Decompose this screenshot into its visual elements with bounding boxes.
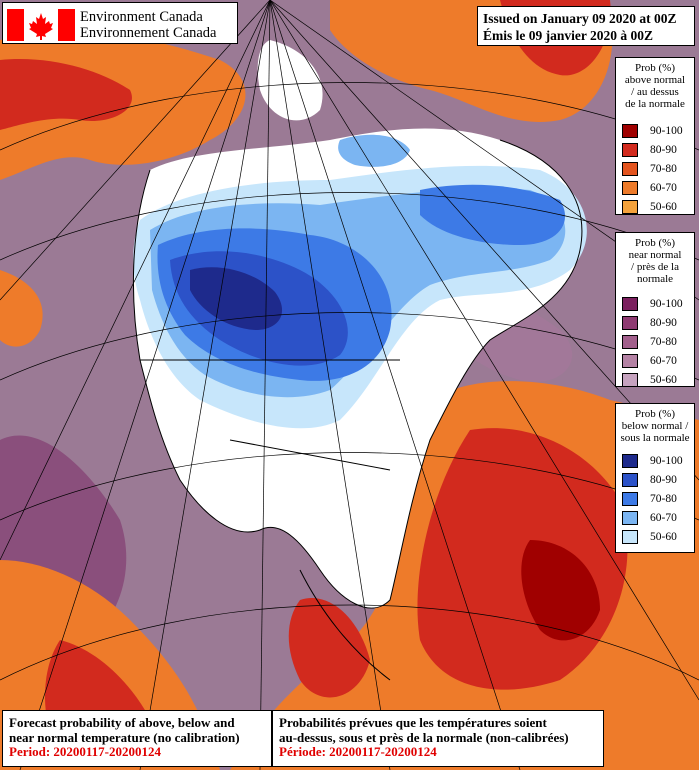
issued-info: Issued on January 09 2020 at 00Z Émis le… — [477, 6, 695, 46]
legend-swatch — [622, 354, 638, 368]
legend-title-line: de la normale — [625, 98, 685, 110]
legend-swatch — [622, 454, 638, 468]
above-normal-caribbean-max — [521, 540, 600, 641]
legend-title-line: / au dessus — [631, 86, 679, 98]
legend-label: 60-70 — [650, 182, 677, 194]
legend-near-normal: Prob (%) near normal / près de la normal… — [615, 232, 695, 387]
agency-name-fr: Environnement Canada — [80, 25, 217, 41]
below-normal-quebec — [420, 184, 566, 245]
legend-label: 50-60 — [650, 201, 677, 213]
footer-english: Forecast probability of above, below and… — [2, 710, 272, 767]
legend-above-normal: Prob (%) above normal / au dessus de la … — [615, 57, 695, 215]
legend-label: 70-80 — [650, 163, 677, 175]
above-normal-mexico — [288, 598, 370, 698]
legend-swatch — [622, 335, 638, 349]
legend-label: 80-90 — [650, 474, 677, 486]
legend-above-title: Prob (%) above normal / au dessus de la … — [616, 58, 694, 110]
issued-fr: Émis le 09 janvier 2020 à 00Z — [483, 28, 653, 43]
legend-title-line: below normal / — [621, 420, 689, 432]
coastlines — [132, 139, 583, 681]
above-normal-alaska-core — [0, 59, 132, 130]
footer-en-line2: near normal temperature (no calibration) — [9, 729, 240, 745]
above-normal-gulf-alaska — [0, 270, 43, 347]
legend-swatch — [622, 162, 638, 176]
legend-label: 60-70 — [650, 512, 677, 524]
legend-swatch — [622, 530, 638, 544]
legend-label: 80-90 — [650, 317, 677, 329]
legend-title-line: sous la normale — [620, 432, 690, 444]
issued-en: Issued on January 09 2020 at 00Z — [483, 11, 677, 26]
footer-french: Probabilités prévues que les température… — [272, 710, 604, 767]
legend-title-line: Prob (%) — [634, 62, 676, 74]
legend-title-line: / près de la — [631, 261, 679, 273]
legend-title-line: near normal — [628, 249, 682, 261]
legend-label: 90-100 — [650, 125, 683, 137]
legend-title-line: above normal — [624, 74, 686, 86]
legend-below-normal: Prob (%) below normal / sous la normale … — [615, 403, 695, 553]
footer-fr-line2: au-dessus, sous et près de la normale (n… — [279, 729, 569, 745]
legend-below-title: Prob (%) below normal / sous la normale — [616, 404, 694, 444]
legend-label: 70-80 — [650, 493, 677, 505]
below-normal-90-100 — [190, 267, 283, 330]
legend-label: 70-80 — [650, 336, 677, 348]
below-normal-arctic-islands — [338, 134, 410, 167]
footer-fr-period: Période: 20200117-20200124 — [279, 744, 437, 759]
legend-swatch — [622, 511, 638, 525]
legend-swatch — [622, 124, 638, 138]
legend-swatch — [622, 473, 638, 487]
legend-title-line: Prob (%) — [634, 237, 676, 249]
legend-title-line: normale — [636, 273, 674, 285]
legend-swatch — [622, 316, 638, 330]
agency-header: Environment Canada Environnement Canada — [2, 2, 238, 44]
legend-label: 60-70 — [650, 355, 677, 367]
legend-swatch — [622, 373, 638, 387]
legend-label: 50-60 — [650, 374, 677, 386]
footer-en-period: Period: 20200117-20200124 — [9, 744, 162, 759]
arctic-islands-no-signal — [257, 40, 323, 121]
legend-title-line: Prob (%) — [634, 408, 676, 420]
footer-fr-line1: Probabilités prévues que les température… — [279, 715, 547, 730]
legend-label: 50-60 — [650, 531, 677, 543]
canada-flag-icon — [7, 9, 75, 41]
legend-swatch — [622, 181, 638, 195]
legend-swatch — [622, 492, 638, 506]
legend-near-title: Prob (%) near normal / près de la normal… — [616, 233, 694, 285]
legend-swatch — [622, 297, 638, 311]
legend-swatch — [622, 143, 638, 157]
legend-swatch — [622, 200, 638, 214]
legend-label: 90-100 — [650, 455, 683, 467]
legend-label: 90-100 — [650, 298, 683, 310]
legend-label: 80-90 — [650, 144, 677, 156]
agency-name-en: Environment Canada — [80, 9, 203, 25]
footer-en-line1: Forecast probability of above, below and — [9, 715, 235, 730]
